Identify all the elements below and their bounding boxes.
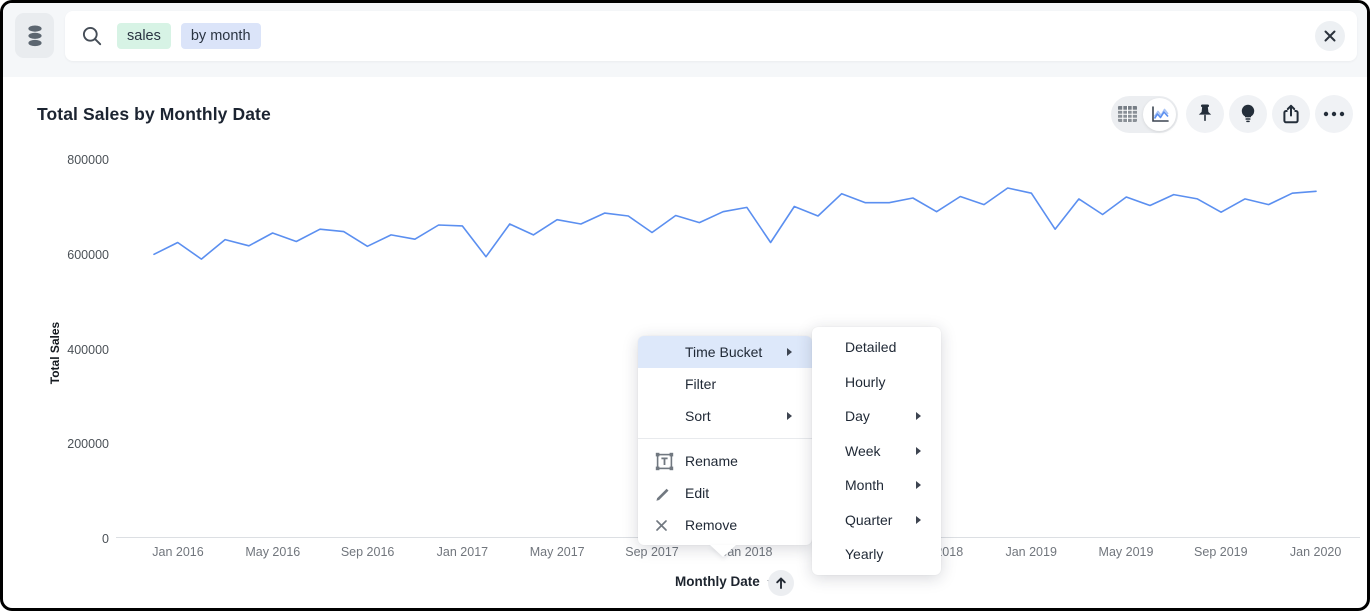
- submenu-item-yearly[interactable]: Yearly: [812, 537, 941, 572]
- x-tick-label: Jan 2020: [1290, 545, 1341, 559]
- menu-item-label: Hourly: [845, 374, 921, 390]
- submenu-item-day[interactable]: Day: [812, 399, 941, 434]
- x-tick-label: Jan 2019: [1005, 545, 1056, 559]
- submenu-arrow-icon: [916, 447, 921, 455]
- menu-item-label: Rename: [685, 453, 792, 469]
- menu-item-rename[interactable]: Rename: [638, 445, 812, 477]
- y-tick-label: 600000: [3, 248, 109, 262]
- submenu-arrow-icon: [916, 412, 921, 420]
- x-tick-label: May 2017: [530, 545, 585, 559]
- submenu-item-quarter[interactable]: Quarter: [812, 503, 941, 538]
- close-icon: [1324, 30, 1336, 42]
- menu-item-sort[interactable]: Sort: [638, 400, 812, 432]
- menu-item-filter[interactable]: Filter: [638, 368, 812, 400]
- table-view-icon: [1117, 105, 1138, 123]
- search-token-sales[interactable]: sales: [117, 23, 171, 49]
- x-tick-label: May 2016: [245, 545, 300, 559]
- submenu-item-hourly[interactable]: Hourly: [812, 365, 941, 400]
- lightbulb-icon: [1238, 103, 1258, 125]
- submenu-arrow-icon: [787, 412, 792, 420]
- chart-view-button[interactable]: [1143, 98, 1176, 131]
- pin-button[interactable]: [1186, 95, 1224, 133]
- answer-toolbar: [1111, 94, 1353, 134]
- submenu-arrow-icon: [916, 516, 921, 524]
- insights-button[interactable]: [1229, 95, 1267, 133]
- search-header: sales by month: [3, 3, 1367, 77]
- search-bar[interactable]: sales by month: [65, 11, 1357, 61]
- x-tick-label: Jan 2016: [152, 545, 203, 559]
- menu-item-time-bucket[interactable]: Time Bucket: [638, 336, 812, 368]
- search-input[interactable]: [271, 27, 1315, 45]
- app-window: sales by month Total Sales by Monthly Dat…: [0, 0, 1370, 611]
- data-source-button[interactable]: [15, 13, 54, 58]
- more-options-button[interactable]: [1315, 95, 1353, 133]
- screen: sales by month Total Sales by Monthly Dat…: [3, 3, 1367, 608]
- share-button[interactable]: [1272, 95, 1310, 133]
- menu-item-label: Detailed: [845, 339, 921, 355]
- time-bucket-submenu: Detailed Hourly Day Week Month Quarter Yearly: [812, 327, 941, 575]
- menu-item-label: Week: [845, 443, 908, 459]
- menu-item-label: Day: [845, 408, 908, 424]
- submenu-arrow-icon: [916, 481, 921, 489]
- submenu-item-detailed[interactable]: Detailed: [812, 330, 941, 365]
- page-title: Total Sales by Monthly Date: [37, 104, 271, 125]
- submenu-item-week[interactable]: Week: [812, 434, 941, 469]
- search-tokens: sales by month: [117, 23, 271, 49]
- submenu-arrow-icon: [787, 348, 792, 356]
- y-tick-label: 0: [3, 532, 109, 546]
- search-token-by-month[interactable]: by month: [181, 23, 261, 49]
- column-context-menu: Time Bucket Filter Sort Rename Edit Remove: [638, 336, 812, 545]
- pin-icon: [1195, 103, 1215, 125]
- x-tick-label: Sep 2017: [625, 545, 679, 559]
- view-toggle: [1111, 96, 1178, 133]
- menu-divider: [638, 438, 812, 439]
- arrow-up-icon: [774, 576, 788, 590]
- menu-item-label: Quarter: [845, 512, 908, 528]
- table-view-button[interactable]: [1111, 96, 1144, 133]
- menu-item-label: Time Bucket: [685, 344, 779, 360]
- menu-item-label: Filter: [685, 376, 792, 392]
- remove-icon: [655, 519, 685, 532]
- submenu-item-month[interactable]: Month: [812, 468, 941, 503]
- x-tick-label: Sep 2016: [341, 545, 395, 559]
- menu-item-label: Yearly: [845, 546, 921, 562]
- rename-icon: [655, 452, 685, 471]
- sort-ascending-button[interactable]: [768, 570, 794, 596]
- x-axis-label: Monthly Date: [675, 574, 760, 589]
- menu-item-edit[interactable]: Edit: [638, 477, 812, 509]
- menu-item-label: Edit: [685, 485, 792, 501]
- menu-item-label: Sort: [685, 408, 779, 424]
- menu-pointer: [710, 545, 736, 557]
- chart-view-icon: [1149, 104, 1171, 124]
- edit-icon: [655, 485, 685, 502]
- y-tick-label: 800000: [3, 153, 109, 167]
- menu-item-remove[interactable]: Remove: [638, 509, 812, 541]
- x-tick-label: May 2019: [1099, 545, 1154, 559]
- x-tick-label: Jan 2017: [437, 545, 488, 559]
- share-icon: [1280, 103, 1302, 125]
- menu-item-label: Remove: [685, 517, 792, 533]
- x-axis-column-control[interactable]: Monthly Date: [675, 574, 777, 589]
- x-tick-label: Sep 2019: [1194, 545, 1248, 559]
- y-tick-label: 400000: [3, 343, 109, 357]
- close-search-button[interactable]: [1315, 21, 1345, 51]
- menu-item-label: Month: [845, 477, 908, 493]
- search-icon: [81, 25, 103, 47]
- ellipsis-icon: [1323, 111, 1345, 117]
- database-icon: [25, 24, 45, 48]
- y-tick-label: 200000: [3, 437, 109, 451]
